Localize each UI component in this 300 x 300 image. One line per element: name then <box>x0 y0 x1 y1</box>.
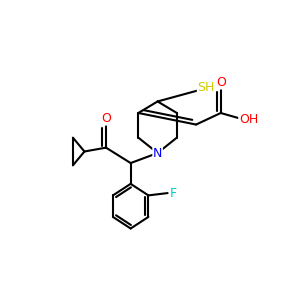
Text: O: O <box>101 112 111 125</box>
Text: O: O <box>216 76 226 89</box>
Text: SH: SH <box>197 81 215 94</box>
Text: N: N <box>153 146 162 160</box>
Text: OH: OH <box>239 113 258 126</box>
Text: F: F <box>170 187 177 200</box>
